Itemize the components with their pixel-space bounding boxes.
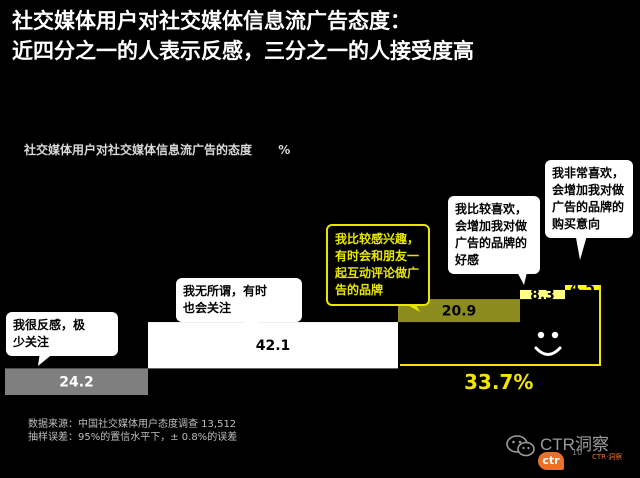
bracket-line: [400, 285, 600, 365]
bubble-interested-text: 我比较感兴趣， 有时会和朋友一 起互动评论做广 告的品牌: [335, 232, 419, 297]
value-label-indifferent: 42.1: [256, 338, 291, 354]
value-label-interested: 20.9: [442, 304, 477, 320]
brand-tag: CTR·洞察: [592, 452, 622, 462]
source-note: 数据来源：中国社交媒体用户态度调查 13,512: [28, 418, 237, 431]
bubble-indifferent: 我无所谓，有时 也会关注: [176, 278, 302, 322]
bubble-interested: 我比较感兴趣， 有时会和朋友一 起互动评论做广 告的品牌: [326, 224, 430, 306]
brand-logo: CTR洞察 ctr CTR·洞察: [506, 428, 632, 472]
error-note: 抽样误差：95%的置信水平下，± 0.8%的误差: [28, 431, 237, 444]
bubble-dislike: 我很反感，极 少关注: [6, 312, 118, 356]
wechat-icon: [506, 434, 536, 458]
ctr-logo-mark: ctr: [538, 452, 564, 470]
smiley-eye-left: [538, 332, 544, 338]
bubble-dislike-text: 我很反感，极 少关注: [13, 318, 85, 349]
value-label-dislike: 24.2: [59, 375, 94, 391]
value-label-love: 4.5: [570, 280, 595, 296]
value-label-like: 8.3: [530, 288, 555, 304]
smiley-eye-right: [552, 332, 558, 338]
bubble-like-text: 我比较喜欢， 会增加我对做 广告的品牌的 好感: [455, 202, 527, 267]
bubble-like: 我比较喜欢， 会增加我对做 广告的品牌的 好感: [448, 196, 540, 274]
bubble-love-text: 我非常喜欢， 会增加我对做 广告的品牌的 购买意向: [552, 166, 624, 231]
smiley-mouth: [536, 348, 560, 355]
bubble-indifferent-text: 我无所谓，有时 也会关注: [183, 284, 267, 315]
bubble-love: 我非常喜欢， 会增加我对做 广告的品牌的 购买意向: [545, 160, 633, 238]
bracket-total-label: 33.7%: [464, 370, 533, 394]
footnote: 数据来源：中国社交媒体用户态度调查 13,512 抽样误差：95%的置信水平下，…: [28, 418, 237, 444]
